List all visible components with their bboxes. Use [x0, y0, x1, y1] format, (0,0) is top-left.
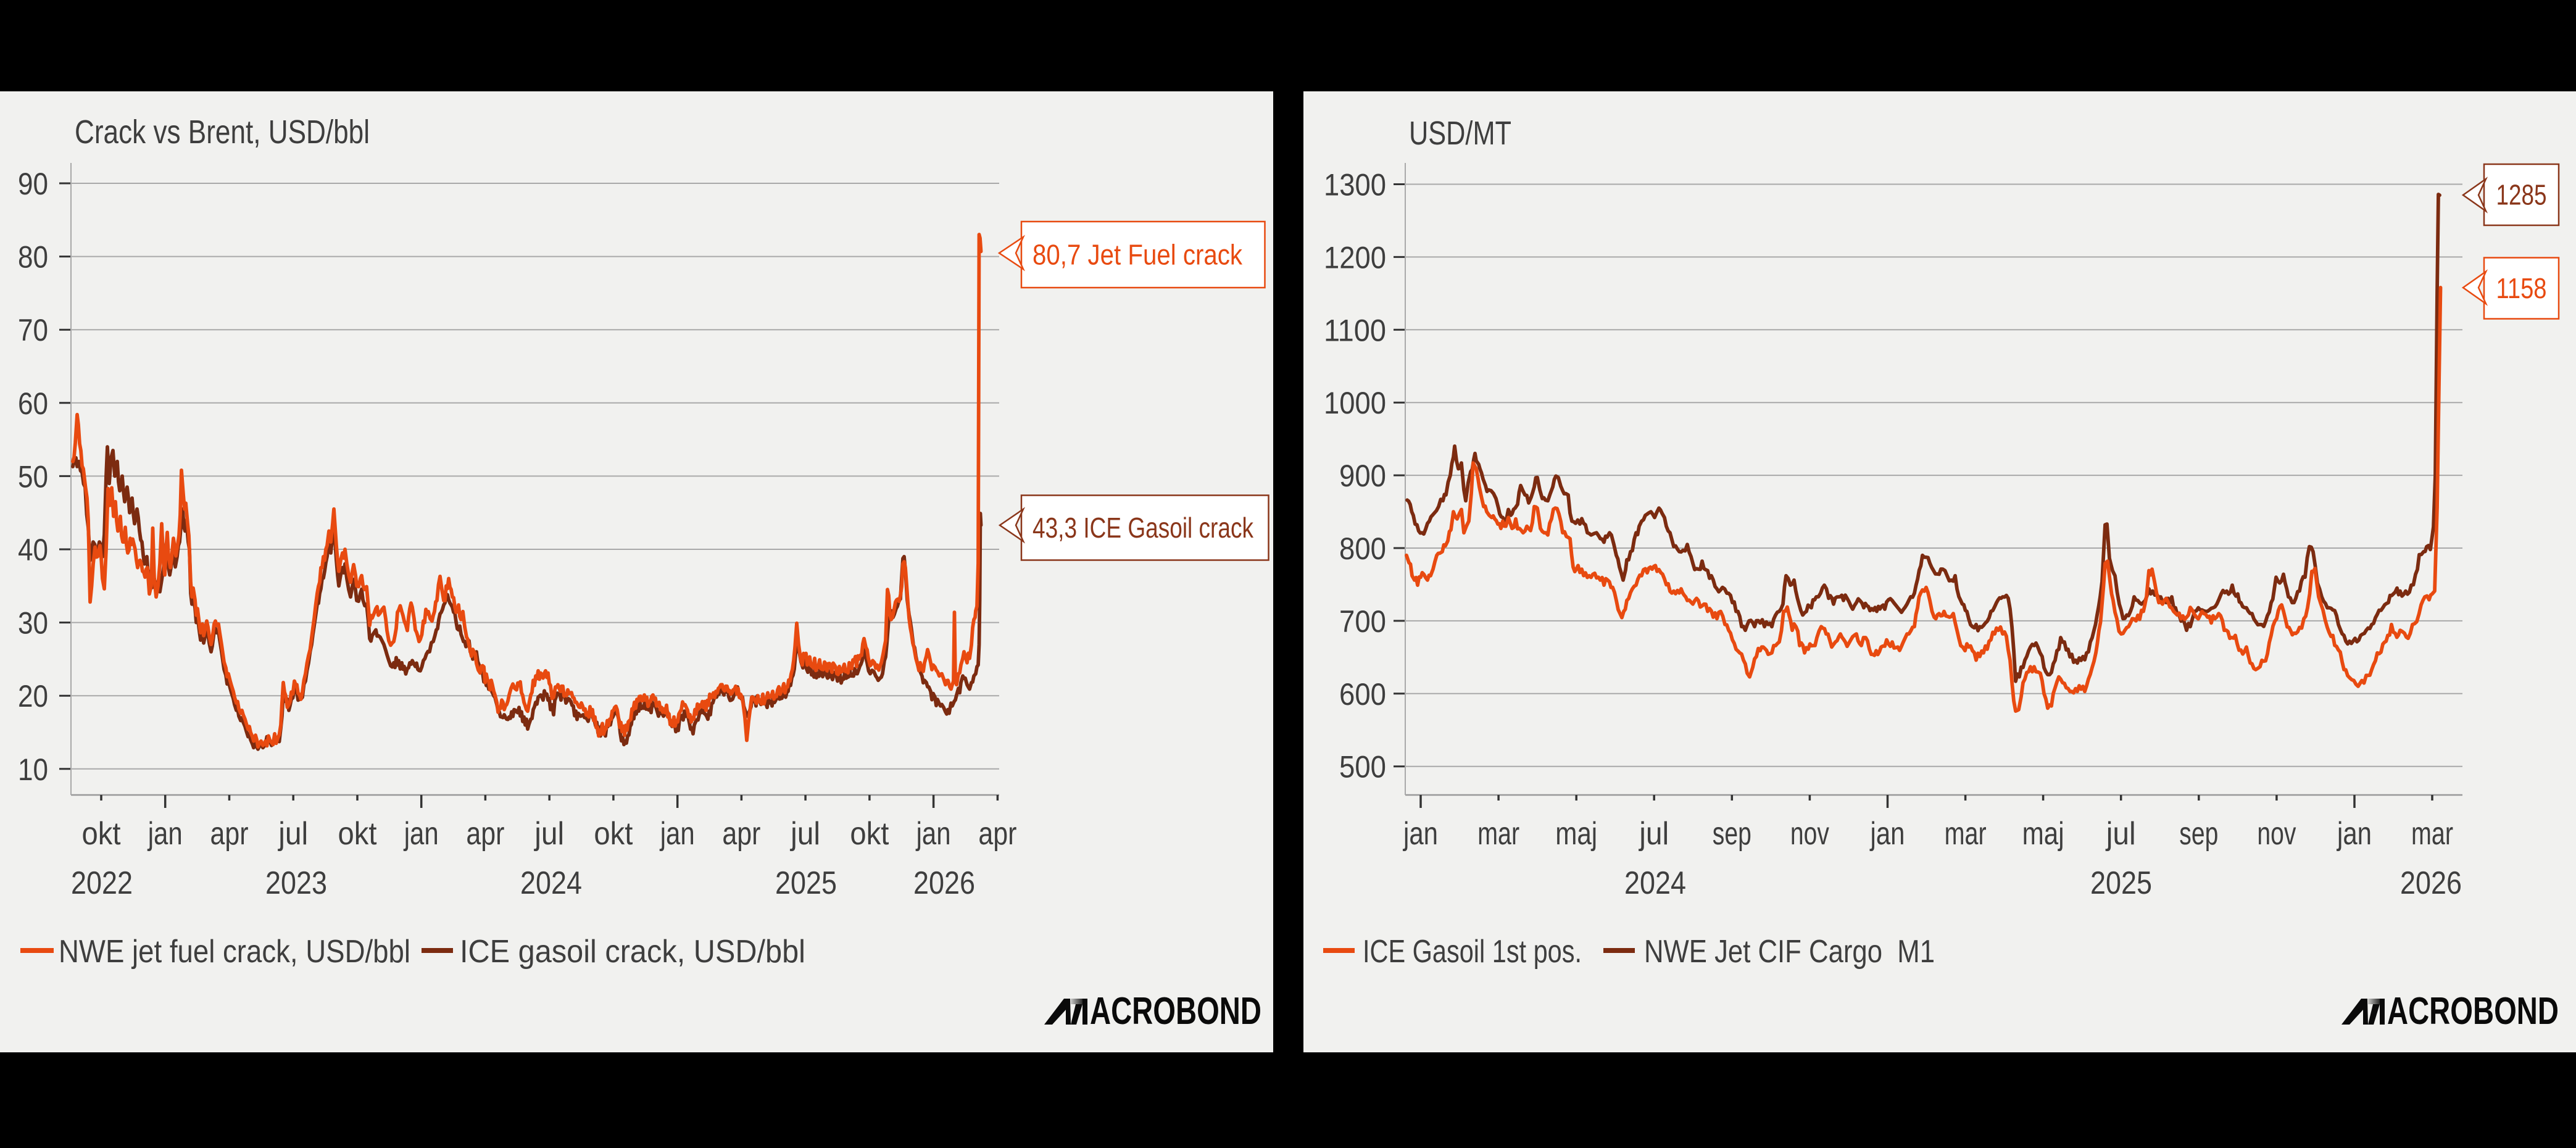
svg-text:1000: 1000 — [1324, 386, 1386, 420]
svg-text:jan: jan — [1402, 816, 1438, 852]
svg-text:60: 60 — [18, 386, 48, 421]
svg-text:1300: 1300 — [1324, 168, 1386, 202]
svg-text:maj: maj — [2022, 816, 2064, 852]
svg-text:40: 40 — [18, 533, 48, 567]
svg-text:mar: mar — [2411, 816, 2453, 852]
svg-text:nov: nov — [2257, 816, 2296, 852]
svg-text:jan: jan — [915, 816, 951, 852]
svg-text:mar: mar — [1477, 816, 1519, 852]
svg-text:apr: apr — [466, 816, 504, 852]
svg-text:1285: 1285 — [2496, 179, 2547, 211]
svg-text:43,3 ICE Gasoil crack: 43,3 ICE Gasoil crack — [1032, 512, 1254, 544]
svg-text:okt: okt — [850, 816, 889, 852]
svg-text:1158: 1158 — [2496, 272, 2547, 304]
svg-text:2023: 2023 — [265, 865, 327, 901]
svg-text:ACROBOND: ACROBOND — [1090, 990, 1261, 1033]
svg-text:nov: nov — [1790, 816, 1829, 852]
svg-text:mar: mar — [1945, 816, 1987, 852]
svg-text:jan: jan — [659, 816, 695, 852]
svg-text:jan: jan — [403, 816, 439, 852]
svg-text:80: 80 — [18, 240, 48, 275]
svg-text:90: 90 — [18, 167, 48, 201]
svg-text:2024: 2024 — [1624, 865, 1686, 901]
svg-text:ICE Gasoil 1st pos.: ICE Gasoil 1st pos. — [1363, 934, 1582, 970]
svg-text:600: 600 — [1339, 677, 1386, 712]
svg-text:sep: sep — [1713, 816, 1751, 852]
svg-text:apr: apr — [978, 816, 1016, 852]
svg-text:2026: 2026 — [913, 865, 975, 901]
svg-text:2025: 2025 — [2090, 865, 2152, 901]
svg-text:jul: jul — [2105, 816, 2136, 852]
svg-text:80,7 Jet Fuel crack: 80,7 Jet Fuel crack — [1032, 239, 1243, 271]
svg-text:USD/MT: USD/MT — [1409, 115, 1511, 152]
svg-text:okt: okt — [594, 816, 633, 852]
svg-text:okt: okt — [82, 816, 121, 852]
svg-text:2022: 2022 — [71, 865, 133, 901]
svg-text:jul: jul — [789, 816, 820, 852]
svg-text:30: 30 — [18, 606, 48, 641]
svg-text:ICE gasoil crack, USD/bbl: ICE gasoil crack, USD/bbl — [460, 934, 805, 970]
svg-text:20: 20 — [18, 679, 48, 713]
svg-text:sep: sep — [2179, 816, 2218, 852]
svg-text:2026: 2026 — [2400, 865, 2462, 901]
svg-text:2025: 2025 — [775, 865, 837, 901]
svg-text:900: 900 — [1339, 459, 1386, 493]
svg-text:800: 800 — [1339, 531, 1386, 566]
svg-text:jul: jul — [277, 816, 308, 852]
svg-text:10: 10 — [18, 752, 48, 787]
svg-text:maj: maj — [1555, 816, 1597, 852]
svg-text:70: 70 — [18, 313, 48, 347]
svg-text:1100: 1100 — [1324, 313, 1386, 347]
svg-text:NWE jet fuel crack, USD/bbl: NWE jet fuel crack, USD/bbl — [59, 934, 410, 970]
svg-text:jul: jul — [533, 816, 564, 852]
svg-text:okt: okt — [338, 816, 377, 852]
svg-text:50: 50 — [18, 459, 48, 494]
svg-text:500: 500 — [1339, 750, 1386, 784]
svg-text:NWE Jet CIF Cargo M1: NWE Jet CIF Cargo M1 — [1644, 934, 1935, 970]
svg-text:Crack vs Brent, USD/bbl: Crack vs Brent, USD/bbl — [75, 114, 370, 151]
svg-text:ACROBOND: ACROBOND — [2387, 990, 2559, 1033]
svg-text:apr: apr — [210, 816, 249, 852]
svg-text:apr: apr — [722, 816, 760, 852]
svg-text:jan: jan — [2336, 816, 2372, 852]
svg-text:jan: jan — [1869, 816, 1905, 852]
svg-text:700: 700 — [1339, 604, 1386, 639]
svg-text:2024: 2024 — [520, 865, 582, 901]
svg-text:jan: jan — [147, 816, 183, 852]
svg-text:1200: 1200 — [1324, 240, 1386, 275]
svg-text:jul: jul — [1638, 816, 1669, 852]
